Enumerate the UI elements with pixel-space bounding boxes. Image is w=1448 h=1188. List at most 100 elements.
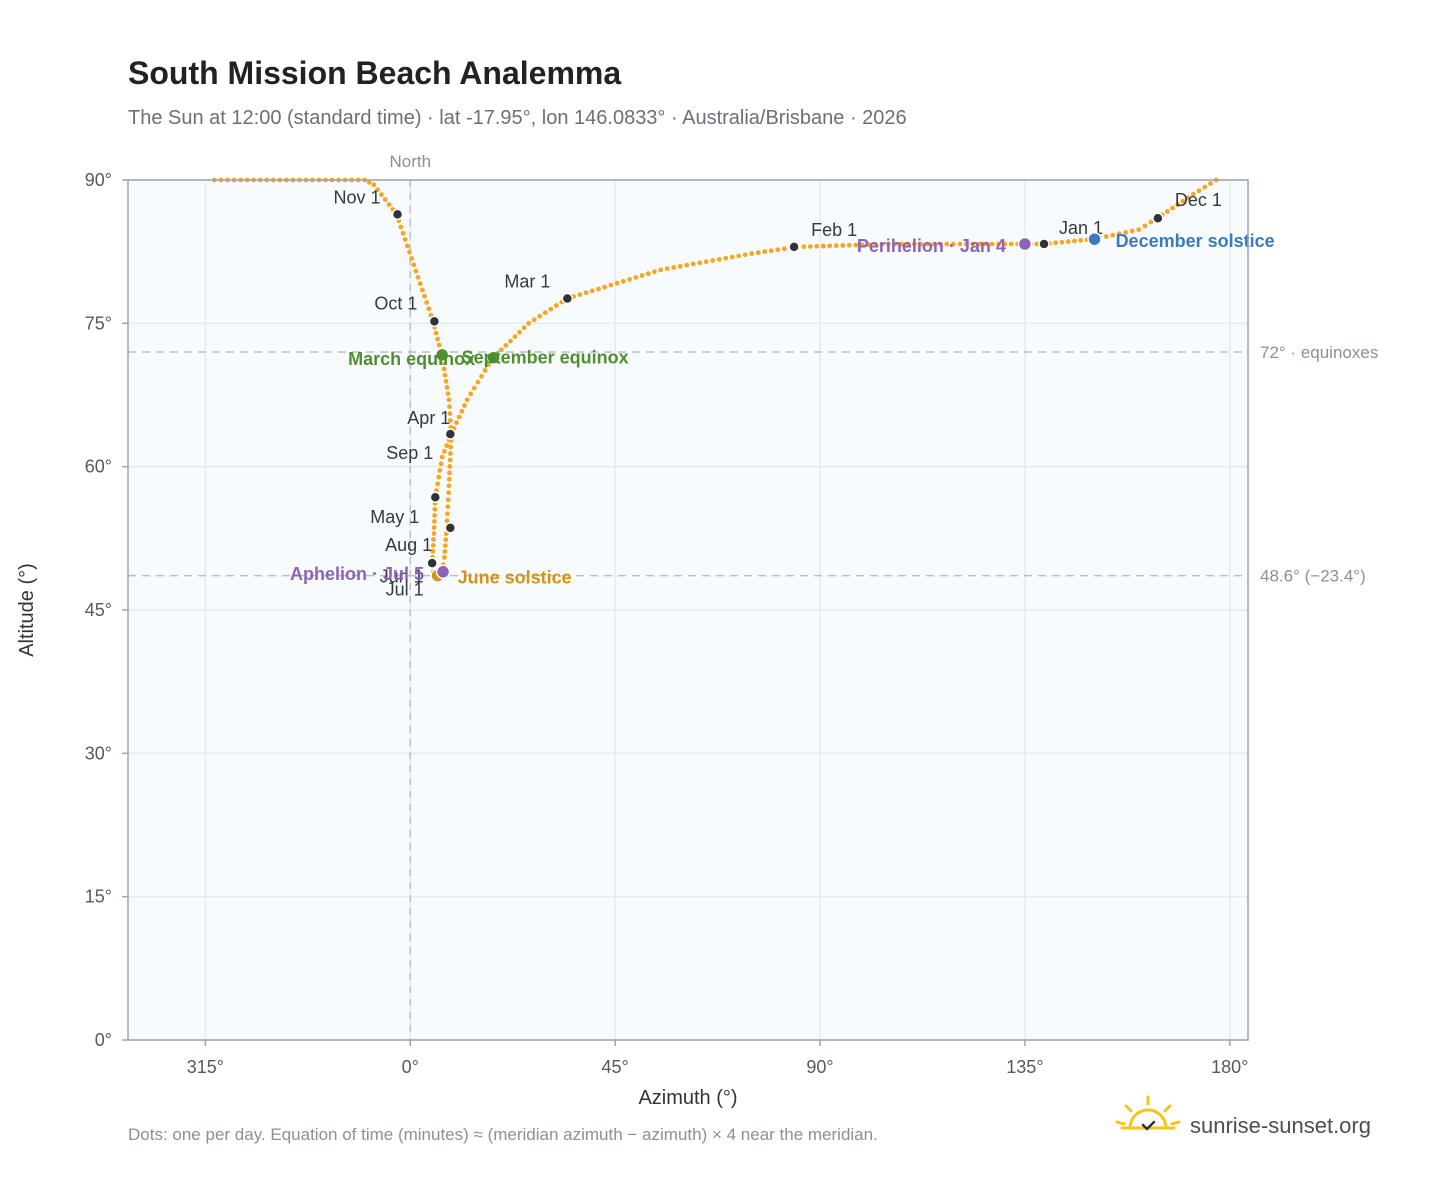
chart-title: South Mission Beach Analemma xyxy=(128,55,621,91)
daily-sun-dot xyxy=(526,320,532,326)
daily-sun-dot xyxy=(944,241,950,247)
event-point xyxy=(1017,236,1033,252)
daily-sun-dot xyxy=(911,241,917,247)
daily-sun-dot xyxy=(577,292,583,298)
daily-sun-dot xyxy=(885,241,891,247)
daily-sun-dot xyxy=(456,414,462,420)
month-point xyxy=(444,522,457,534)
daily-sun-dot xyxy=(382,197,388,202)
daily-sun-dot xyxy=(820,243,826,249)
month-label: Apr 1 xyxy=(407,408,450,428)
daily-sun-dot xyxy=(482,368,488,373)
daily-sun-dot xyxy=(983,241,989,247)
daily-sun-dot xyxy=(464,397,470,403)
month-label: Mar 1 xyxy=(504,271,550,291)
daily-sun-dot xyxy=(1008,241,1014,247)
daily-sun-dot xyxy=(402,237,408,242)
daily-sun-dot xyxy=(970,241,976,247)
daily-sun-dot xyxy=(963,241,969,247)
daily-sun-dot xyxy=(1136,227,1142,233)
daily-sun-dot xyxy=(437,468,443,473)
event-label: March equinox xyxy=(348,349,475,369)
daily-sun-dot xyxy=(807,244,813,249)
daily-sun-dot xyxy=(508,338,513,344)
daily-sun-dot xyxy=(697,260,703,266)
daily-sun-dot xyxy=(379,192,384,198)
daily-sun-dot xyxy=(658,267,664,273)
daily-sun-dot xyxy=(447,457,453,463)
daily-sun-dot xyxy=(444,385,450,390)
daily-sun-dot xyxy=(1190,191,1196,197)
daily-sun-dot xyxy=(445,511,450,517)
daily-sun-dot xyxy=(432,519,437,524)
daily-sun-dot xyxy=(432,513,438,518)
daily-sun-dot xyxy=(716,256,722,262)
daily-sun-dot xyxy=(446,490,451,496)
y-axis-label: Altitude (°) xyxy=(16,563,38,657)
daily-sun-dot xyxy=(435,336,440,342)
daily-sun-dot xyxy=(1196,188,1202,194)
daily-sun-dot xyxy=(424,300,430,305)
footnote: Dots: one per day. Equation of time (min… xyxy=(128,1125,878,1144)
daily-sun-dot xyxy=(462,403,467,408)
daily-sun-dot xyxy=(436,342,442,348)
daily-sun-dot xyxy=(1123,230,1129,235)
month-label: May 1 xyxy=(370,507,419,527)
y-tick-label: 45° xyxy=(85,600,112,620)
daily-sun-dot xyxy=(684,262,690,268)
daily-sun-dot xyxy=(614,280,620,286)
daily-sun-dot xyxy=(976,241,982,247)
daily-sun-dot xyxy=(366,179,372,185)
daily-sun-dot xyxy=(1065,239,1071,245)
daily-sun-dot xyxy=(931,241,937,247)
daily-sun-dot xyxy=(627,276,632,282)
daily-sun-dot xyxy=(442,448,447,454)
daily-sun-dot xyxy=(438,461,444,467)
daily-sun-dot xyxy=(521,325,527,331)
event-point xyxy=(1087,231,1102,247)
y-tick-label: 90° xyxy=(85,170,112,190)
daily-sun-dot xyxy=(853,242,859,248)
daily-sun-dot xyxy=(996,241,1001,247)
daily-sun-dot xyxy=(419,287,425,293)
month-label: Dec 1 xyxy=(1175,190,1222,210)
x-tick-label: 315° xyxy=(187,1057,224,1077)
event-point xyxy=(435,564,451,580)
daily-sun-dot xyxy=(905,241,911,247)
month-point xyxy=(444,428,457,440)
daily-sun-dot xyxy=(781,246,787,252)
daily-sun-dot xyxy=(479,373,484,379)
daily-sun-dot xyxy=(989,241,995,247)
daily-sun-dot xyxy=(1170,205,1175,211)
month-point xyxy=(426,557,438,569)
daily-sun-dot xyxy=(446,483,452,489)
month-point xyxy=(1152,212,1164,224)
event-label: Perihelion · Jan 4 xyxy=(857,236,1006,256)
daily-sun-dot xyxy=(645,271,651,277)
daily-sun-dot xyxy=(729,254,735,260)
daily-sun-dot xyxy=(957,241,963,247)
daily-sun-dot xyxy=(445,497,451,503)
daily-sun-dot xyxy=(1103,234,1109,239)
daily-sun-dot xyxy=(517,329,522,335)
daily-sun-dot xyxy=(430,543,436,548)
daily-sun-dot xyxy=(431,525,437,530)
x-axis-label: Azimuth (°) xyxy=(638,1087,737,1109)
month-label: Sep 1 xyxy=(386,443,433,463)
daily-sun-dot xyxy=(814,243,820,249)
month-point xyxy=(788,241,800,253)
daily-sun-dot xyxy=(1142,223,1148,229)
daily-sun-dot xyxy=(386,202,392,207)
daily-sun-dot xyxy=(409,256,415,261)
daily-sun-dot xyxy=(445,504,451,510)
daily-sun-dot xyxy=(432,506,438,512)
daily-sun-dot xyxy=(639,273,645,278)
daily-sun-dot xyxy=(1110,232,1116,238)
daily-sun-dot xyxy=(468,391,474,397)
x-tick-label: 90° xyxy=(806,1057,833,1077)
daily-sun-dot xyxy=(417,281,423,287)
daily-sun-dot xyxy=(471,385,477,391)
daily-sun-dot xyxy=(583,290,589,296)
daily-sun-dot xyxy=(407,249,412,255)
